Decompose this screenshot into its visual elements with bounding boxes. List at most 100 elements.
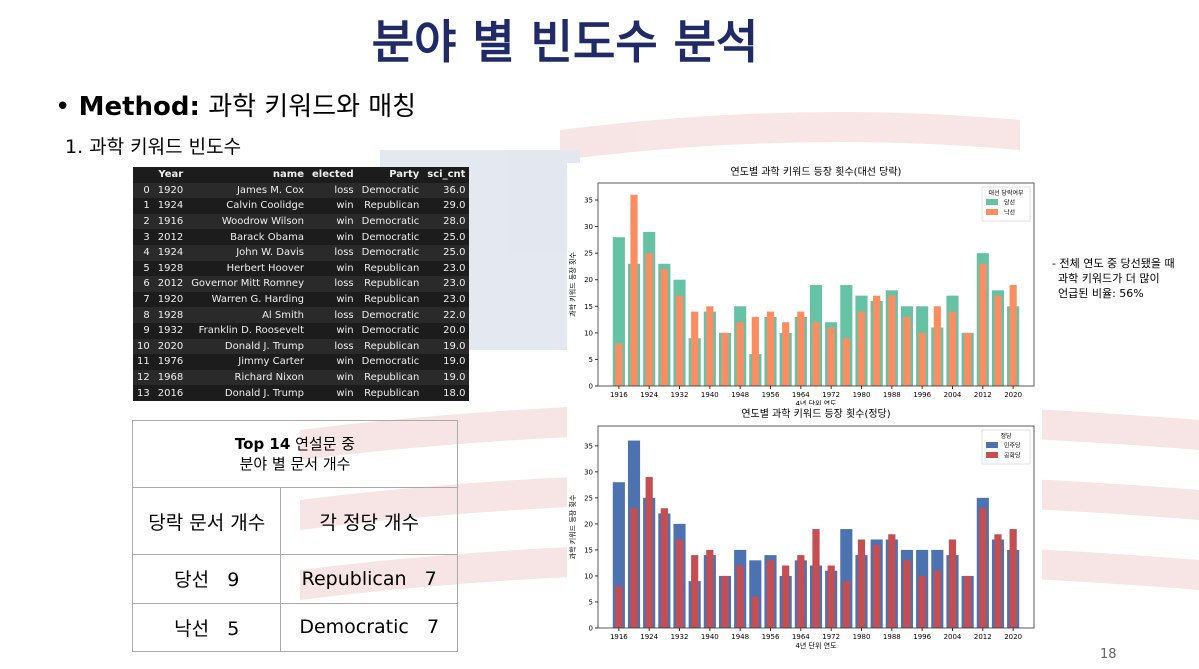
x-tick-label: 2012 <box>974 633 992 641</box>
legend-swatch <box>986 442 998 448</box>
bar <box>873 544 881 628</box>
x-axis-label: 4년 단위 연도 <box>795 399 837 408</box>
bar <box>857 539 866 628</box>
x-tick-label: 1956 <box>762 633 780 641</box>
bar <box>736 565 744 628</box>
bar <box>964 575 972 628</box>
x-axis-label: 4년 단위 연도 <box>795 641 837 650</box>
x-tick-label: 1916 <box>610 391 628 399</box>
column-header: elected <box>312 169 354 181</box>
y-tick-label: 25 <box>584 250 593 258</box>
bar <box>630 508 638 628</box>
row: 10 2020 Donald J. Trump loss Republican 19.0 <box>133 338 470 355</box>
x-tick-label: 1916 <box>610 633 628 641</box>
cell: 23.0 <box>443 294 466 306</box>
chart: 연도별 과학 키워드 등장 횟수(대선 당락) 4년 단위 연도 과학 키워드 등장… <box>567 163 1042 408</box>
chart-title: 연도별 과학 키워드 등장 횟수(정당) <box>741 407 890 420</box>
cell: loss <box>334 247 354 259</box>
bar <box>751 316 759 386</box>
row-index: 5 <box>143 262 150 274</box>
row-index: 10 <box>137 340 150 352</box>
row-index: 6 <box>143 278 150 290</box>
row: 5 1928 Herbert Hoover win Republican 23.0 <box>133 261 469 277</box>
bar <box>888 534 896 628</box>
cell: 36.0 <box>443 184 466 196</box>
y-tick-label: 35 <box>584 442 593 450</box>
legend-label: 낙선 <box>1004 209 1015 217</box>
bar <box>827 565 835 628</box>
y-axis-label: 과학 키워드 등장 횟수 <box>568 252 577 317</box>
cell: 22.0 <box>443 309 466 321</box>
x-tick-label: 1996 <box>913 391 931 399</box>
x-tick-label: 1988 <box>883 633 901 641</box>
cell: Woodrow Wilson <box>221 216 304 228</box>
slide-title: 분야 별 빈도수 분석 <box>371 15 759 69</box>
bar <box>933 306 941 386</box>
bar <box>782 322 790 386</box>
cell-value: 5 <box>227 617 240 640</box>
row: 8 1928 Al Smith loss Democratic 22.0 <box>133 307 470 323</box>
cell: Warren G. Harding <box>211 294 304 306</box>
cell: 2020 <box>157 340 184 352</box>
bar <box>994 295 1002 386</box>
bar <box>888 295 896 386</box>
row-index: 2 <box>143 216 150 228</box>
cell-label: Republican <box>301 567 407 590</box>
bar <box>918 575 926 628</box>
bar <box>964 332 972 386</box>
cell: Republican <box>364 262 420 274</box>
cell: 1932 <box>157 325 184 337</box>
cell: 25.0 <box>443 231 466 243</box>
bullet-text: 과학 키워드와 매칭 <box>208 92 417 122</box>
cell-value: 7 <box>424 567 437 590</box>
row-index: 8 <box>143 309 150 321</box>
row: 6 2012 Governor Mitt Romney loss Republican 2… <box>133 276 470 292</box>
row: 0 1920 James M. Cox loss Democratic 36.0 <box>133 182 470 199</box>
cell: win <box>336 325 354 337</box>
cell: 2012 <box>157 278 184 290</box>
y-tick-label: 0 <box>589 625 593 633</box>
legend-label: 당선 <box>1004 199 1015 207</box>
col-header: 당락 문서 개수 <box>131 487 282 555</box>
cell: Democratic <box>361 216 420 228</box>
column-header: Year <box>158 169 184 181</box>
bar <box>948 311 957 386</box>
col-header: 각 정당 개수 <box>280 487 458 555</box>
table-header: Top 14 연설문 중 분야 별 문서 개수 <box>132 420 458 488</box>
row: 1 1924 Calvin Coolidge win Republican 29.0 <box>133 198 469 214</box>
y-tick-label: 20 <box>584 520 593 528</box>
bar <box>979 508 987 628</box>
cell: 29.0 <box>443 200 466 212</box>
cell: 28.0 <box>443 216 466 228</box>
cell: 19.0 <box>443 372 466 384</box>
bar <box>842 581 850 628</box>
column-header: name <box>272 169 304 181</box>
cell: Donald J. Trump <box>224 340 304 352</box>
header-row: Year name elected Party sci_cnt <box>133 167 469 183</box>
note-line: 과학 키워드가 더 많이 <box>1058 272 1160 285</box>
header-text: 분야 별 문서 개수 <box>239 455 351 473</box>
x-tick-label: 1948 <box>731 633 749 641</box>
x-tick-label: 2020 <box>1004 391 1022 399</box>
cell: win <box>336 231 354 243</box>
cell: Jimmy Carter <box>238 356 304 368</box>
bar <box>615 343 623 386</box>
cell: Al Smith <box>262 309 304 321</box>
cell: James M. Cox <box>236 184 304 196</box>
row: 9 1932 Franklin D. Roosevelt win Democratic 2… <box>133 323 469 339</box>
x-tick-label: 1940 <box>701 633 719 641</box>
cell: Governor Mitt Romney <box>191 278 304 290</box>
bar <box>706 306 714 386</box>
cell: Republican <box>364 372 420 384</box>
row-index: 7 <box>143 294 150 306</box>
y-tick-label: 10 <box>584 329 593 337</box>
x-tick-label: 1988 <box>883 391 901 399</box>
cell-label: 낙선 <box>174 617 210 640</box>
cell-label: 당선 <box>174 569 210 592</box>
cell: 2016 <box>157 387 184 399</box>
bar <box>675 539 684 628</box>
cell: Republican 7 <box>280 554 458 604</box>
bar <box>721 575 729 628</box>
row: 13 2016 Donald J. Trump win Republican 18.0 <box>133 385 469 401</box>
bar <box>766 311 775 386</box>
